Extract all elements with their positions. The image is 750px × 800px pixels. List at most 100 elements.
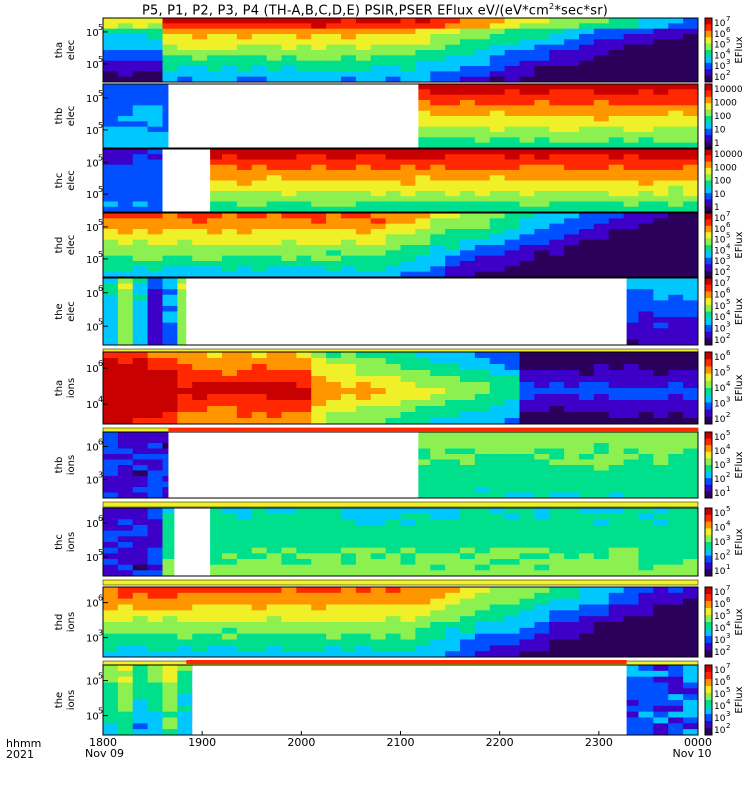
spectrogram-cell xyxy=(251,154,268,160)
spectrogram-cell xyxy=(251,23,268,30)
spectrogram-cell xyxy=(296,213,312,219)
spectrogram-cell xyxy=(445,592,461,600)
spectrogram-cell xyxy=(504,508,520,515)
spectrogram-cell xyxy=(460,71,476,78)
spectrogram-cell xyxy=(474,180,491,187)
spectrogram-cell xyxy=(460,454,476,460)
spectrogram-cell xyxy=(593,185,610,192)
spectrogram-cell xyxy=(638,616,654,623)
spectrogram-cell xyxy=(534,55,550,62)
spectrogram-cell xyxy=(222,388,238,395)
spectrogram-cell xyxy=(117,154,134,160)
spectrogram-cell xyxy=(683,437,699,444)
spectrogram-cell xyxy=(608,394,625,401)
colorbar-tick-exponent: 6 xyxy=(726,221,731,229)
spectrogram-cell xyxy=(474,196,491,202)
spectrogram-cell xyxy=(683,175,699,181)
spectrogram-cell xyxy=(132,105,149,112)
spectrogram-cell xyxy=(162,311,178,318)
spectrogram-cell xyxy=(400,616,416,623)
colorbar-segment xyxy=(705,167,712,172)
spectrogram-cell xyxy=(132,443,149,449)
colorbar-tick-label: 10 xyxy=(714,509,726,519)
spectrogram-cell xyxy=(132,406,149,413)
spectrogram-cell xyxy=(162,250,178,257)
colorbar-segment xyxy=(705,69,712,73)
spectrogram-cell xyxy=(370,513,387,520)
spectrogram-cell xyxy=(653,311,669,318)
spectrogram-cell xyxy=(474,598,491,605)
spectrogram-cell xyxy=(534,218,550,225)
spectrogram-cell xyxy=(683,598,699,605)
spectrogram-cell xyxy=(177,688,193,695)
spectrogram-cell xyxy=(608,23,625,30)
spectrogram-cell xyxy=(385,598,401,605)
spectrogram-cell xyxy=(638,394,654,401)
spectrogram-cell xyxy=(623,610,639,617)
spectrogram-cell xyxy=(460,622,476,629)
spectrogram-cell xyxy=(623,170,639,176)
spectrogram-cell xyxy=(608,132,625,138)
spectrogram-cell xyxy=(147,508,163,515)
spectrogram-cell xyxy=(162,519,178,526)
spectrogram-cell xyxy=(519,394,535,401)
spectrogram-cell xyxy=(192,50,208,56)
spectrogram-cell xyxy=(341,50,357,56)
spectrogram-cell xyxy=(504,454,520,460)
colorbar-segment xyxy=(705,18,712,22)
spectrogram-cell xyxy=(593,250,610,257)
spectrogram-cell xyxy=(162,18,178,24)
spectrogram-cell xyxy=(623,376,639,383)
spectrogram-cell xyxy=(281,50,297,56)
spectrogram-cell xyxy=(623,100,639,106)
spectrogram-cell xyxy=(281,223,297,230)
spectrogram-cell xyxy=(177,283,193,290)
spectrogram-cell xyxy=(400,592,416,600)
spectrogram-cell xyxy=(593,547,610,554)
colorbar-segment xyxy=(705,481,712,486)
spectrogram-cell xyxy=(668,559,684,566)
spectrogram-cell xyxy=(162,592,178,600)
spectrogram-cell xyxy=(103,616,119,623)
spectrogram-cell xyxy=(132,616,149,623)
spectrogram-cell xyxy=(266,598,282,605)
spectrogram-cell xyxy=(177,71,193,78)
spectrogram-cell xyxy=(534,470,550,477)
y-tick-label: 10 xyxy=(86,94,99,105)
spectrogram-cell xyxy=(177,711,193,718)
spectrogram-cell xyxy=(251,412,268,419)
spectrogram-cell xyxy=(489,487,506,493)
spectrogram-cell xyxy=(489,116,506,122)
spectrogram-cell xyxy=(177,665,193,672)
spectrogram-cell xyxy=(474,50,491,56)
spectrogram-cell xyxy=(103,470,119,477)
spectrogram-cell xyxy=(207,206,223,213)
spectrogram-cell xyxy=(579,105,595,112)
spectrogram-cell xyxy=(504,142,520,149)
colorbar-label: EFlux xyxy=(734,374,745,401)
spectrogram-cell xyxy=(147,322,163,329)
spectrogram-cell xyxy=(489,218,506,225)
spectrogram-cell xyxy=(608,84,625,90)
colorbar-segment xyxy=(705,355,712,360)
colorbar-segment xyxy=(705,62,712,67)
spectrogram-cell xyxy=(266,44,282,51)
spectrogram-cell xyxy=(683,592,699,600)
spectrogram-cell xyxy=(341,44,357,51)
spectrogram-cell xyxy=(147,676,163,683)
spectrogram-cell xyxy=(266,201,282,208)
spectrogram-cell xyxy=(385,60,401,67)
spectrogram-cell xyxy=(683,76,699,83)
spectrogram-cell xyxy=(683,564,699,571)
spectrogram-cell xyxy=(147,159,163,166)
spectrogram-cell xyxy=(162,55,178,62)
spectrogram-cell xyxy=(549,465,565,471)
spectrogram-cell xyxy=(549,132,565,138)
spectrogram-cell xyxy=(593,218,610,225)
spectrogram-cell xyxy=(445,454,461,460)
spectrogram-cell xyxy=(132,364,149,371)
colorbar-segment xyxy=(705,413,712,418)
colorbar-segment xyxy=(705,119,712,123)
spectrogram-cell xyxy=(117,598,134,605)
spectrogram-cell xyxy=(534,570,550,577)
